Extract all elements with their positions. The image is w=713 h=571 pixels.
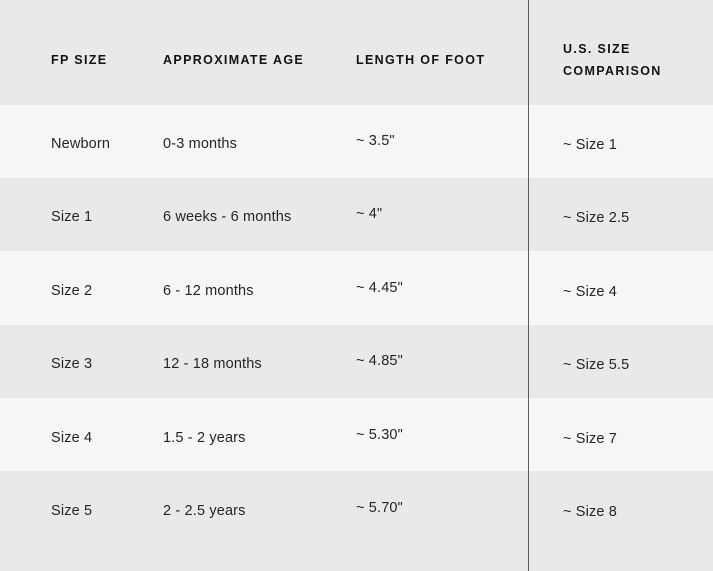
table-row: ~ Size 4 <box>563 284 617 300</box>
row-band-2 <box>0 178 713 251</box>
row-band-3 <box>0 251 713 325</box>
table-row: ~ Size 1 <box>563 137 617 153</box>
table-row: 1.5 - 2 years <box>163 430 246 446</box>
row-band-1 <box>0 105 713 178</box>
column-divider <box>528 0 529 571</box>
table-row: ~ Size 5.5 <box>563 357 630 373</box>
table-row: ~ 4" <box>356 206 383 222</box>
table-row: ~ 4.45" <box>356 280 403 296</box>
table-row: Size 2 <box>51 283 93 299</box>
table-row: ~ 3.5" <box>356 133 395 149</box>
table-row: 2 - 2.5 years <box>163 503 246 519</box>
table-row: ~ Size 8 <box>563 504 617 520</box>
table-row: Size 3 <box>51 356 93 372</box>
table-header-band <box>0 0 713 105</box>
column-header-approximate-age: APPROXIMATE AGE <box>163 53 305 67</box>
column-header-length-of-foot: LENGTH OF FOOT <box>356 53 486 67</box>
table-row: ~ 5.70" <box>356 500 403 516</box>
column-header-us-size-comparison: U.S. SIZE COMPARISON <box>563 42 662 78</box>
row-band-4 <box>0 325 713 398</box>
table-row: 6 - 12 months <box>163 283 254 299</box>
table-row: ~ 5.30" <box>356 427 403 443</box>
row-band-6 <box>0 471 713 571</box>
table-row: ~ Size 7 <box>563 431 617 447</box>
table-row: Size 5 <box>51 503 93 519</box>
table-row: Size 1 <box>51 209 93 225</box>
table-row: ~ Size 2.5 <box>563 210 630 226</box>
table-row: Newborn <box>51 136 111 152</box>
row-band-5 <box>0 398 713 471</box>
table-row: ~ 4.85" <box>356 353 403 369</box>
table-row: Size 4 <box>51 430 93 446</box>
table-row: 6 weeks - 6 months <box>163 209 292 225</box>
column-header-fp-size: FP SIZE <box>51 53 108 67</box>
table-row: 0-3 months <box>163 136 238 152</box>
table-row: 12 - 18 months <box>163 356 262 372</box>
